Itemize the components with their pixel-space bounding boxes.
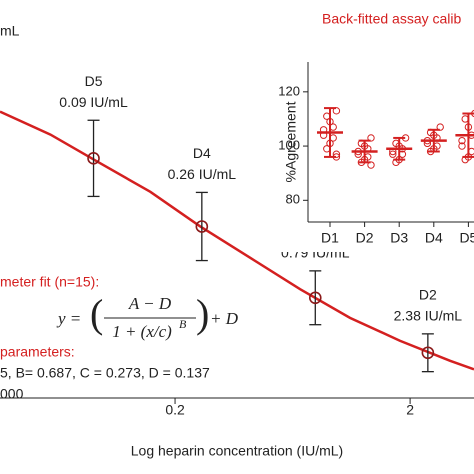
fit-curve (0, 110, 474, 371)
equation-numerator: A − D (128, 294, 172, 313)
equation-lhs: y = (56, 309, 81, 328)
inset-dot (458, 136, 466, 145)
equation-paren: ( (90, 291, 103, 336)
annotation: parameters: (0, 344, 75, 360)
inset-y-label: %Agreement (283, 101, 299, 182)
inset-y-tick-label: 120 (278, 83, 300, 98)
equation-exponent: B (179, 317, 187, 331)
point-name: D5 (85, 73, 103, 89)
data-point (308, 291, 322, 305)
annotation: 000 (0, 386, 24, 402)
inset-y-tick-label: 100 (278, 138, 300, 153)
inset-dot (332, 150, 341, 158)
data-point (195, 220, 209, 233)
inset-background (262, 0, 474, 252)
inset-dot (389, 150, 397, 158)
data-point (421, 346, 435, 360)
annotation: meter fit (n=15): (0, 274, 99, 290)
x-tick-label: 2 (406, 402, 414, 418)
x-tick-label: 0.2 (165, 402, 185, 418)
inset-dot (436, 123, 444, 131)
point-label: 0.26 IU/mL (168, 166, 237, 182)
annotation: 5, B= 0.687, C = 0.273, D = 0.137 (0, 365, 210, 381)
equation-tail: + D (210, 309, 239, 328)
data-point (87, 152, 100, 165)
point-label: 2.38 IU/mL (394, 308, 463, 324)
inset-dot (458, 142, 466, 150)
point-label: 0.09 IU/mL (59, 94, 128, 110)
inset-x-tick-label: D3 (390, 230, 408, 246)
inset-dot (367, 134, 375, 142)
inset-title: Back-fitted assay calib (322, 11, 461, 27)
point-name: D4 (193, 145, 211, 161)
point-name: D2 (419, 287, 437, 303)
inset-y-tick-label: 80 (286, 192, 300, 207)
inset-x-tick-label: D4 (425, 230, 443, 246)
inset-dot (332, 107, 341, 115)
equation: y = ( A − D 1 + (x/c) B ) + D (56, 291, 239, 341)
equation-paren: ) (196, 291, 209, 336)
inset-x-tick-label: D5 (459, 230, 474, 246)
inset-x-tick-label: D2 (356, 230, 374, 246)
inset-plot: Back-fitted assay calib %Agreement 80 100… (262, 0, 474, 252)
x-axis-label: Log heparin concentration (IU/mL) (131, 443, 343, 459)
annotation: mL (0, 23, 20, 39)
inset-x-tick-label: D1 (321, 230, 339, 246)
equation-denominator: 1 + (x/c) (112, 322, 172, 341)
inset-dot (367, 161, 375, 169)
